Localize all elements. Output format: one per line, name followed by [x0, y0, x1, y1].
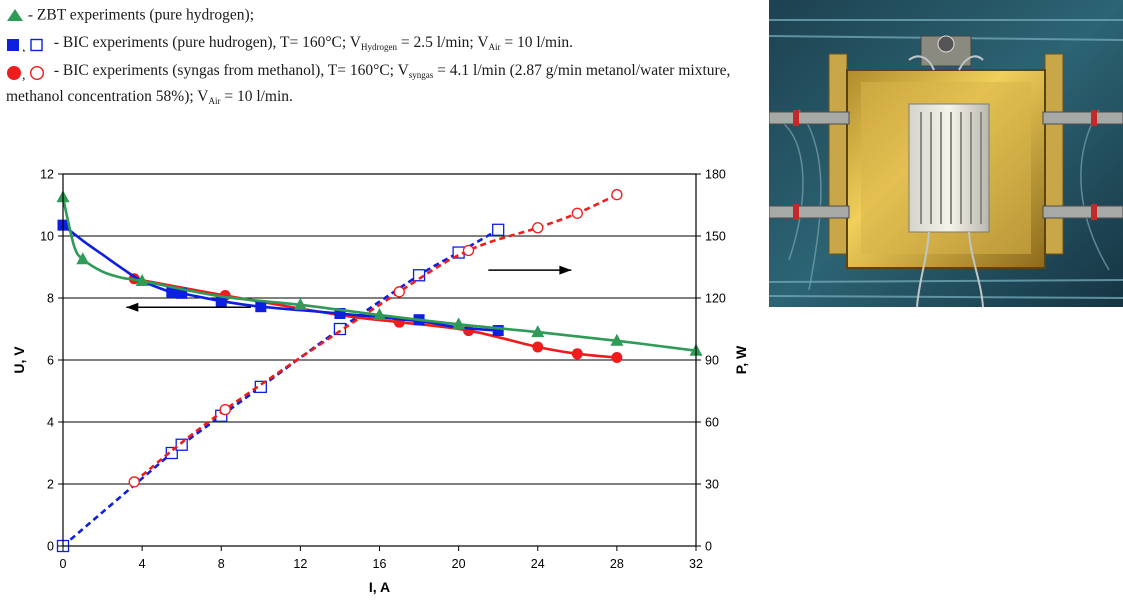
series-4 — [128, 189, 623, 488]
arrow-head-right — [559, 265, 572, 275]
data-point — [175, 438, 188, 451]
y-left-tick-label: 0 — [47, 540, 54, 554]
y-right-tick-label: 180 — [705, 168, 726, 182]
y-right-tick-label: 30 — [705, 478, 719, 492]
red-circle-icons: , — [7, 65, 45, 81]
y-right-axis-label: P, W — [733, 345, 749, 374]
data-point — [610, 333, 624, 346]
data-point — [215, 295, 227, 307]
y-right-tick-label: 0 — [705, 540, 712, 554]
series-3 — [56, 223, 505, 553]
x-tick-label: 28 — [610, 557, 624, 571]
data-point — [532, 341, 544, 353]
data-point — [611, 352, 623, 364]
data-point — [255, 301, 267, 313]
data-point — [531, 325, 545, 338]
series-line — [133, 193, 618, 483]
svg-text:,: , — [22, 40, 26, 52]
legend-label-zbt: - ZBT experiments (pure hydrogen); — [27, 6, 254, 24]
arrow-head-left — [126, 302, 139, 312]
data-point — [128, 476, 140, 488]
series-0 — [56, 190, 703, 356]
data-point — [334, 308, 346, 319]
y-left-tick-label: 4 — [47, 416, 54, 430]
x-tick-label: 0 — [60, 557, 67, 571]
y-left-tick-label: 12 — [40, 168, 54, 182]
series-layer — [56, 189, 703, 553]
y-right-tick-label: 90 — [705, 354, 719, 368]
data-point — [333, 322, 347, 336]
data-point — [393, 286, 405, 298]
legend-row-zbt: - ZBT experiments (pure hydrogen); — [6, 4, 766, 32]
data-point — [135, 273, 149, 286]
series-line — [62, 228, 499, 547]
y-right-tick-label: 120 — [705, 292, 726, 306]
x-tick-label: 8 — [218, 557, 225, 571]
uip-chart: 0 4 8 12 16 20 24 28 320246810120306090120150180… — [11, 168, 749, 596]
data-point — [571, 348, 583, 360]
data-point — [254, 380, 267, 394]
x-tick-label: 16 — [373, 557, 387, 571]
axis-layer: 0 4 8 12 16 20 24 28 320246810120306090120150180… — [11, 168, 749, 596]
data-point — [176, 287, 188, 299]
x-tick-label: 12 — [293, 557, 307, 571]
data-point — [492, 223, 505, 236]
blue-square-icons: , — [7, 38, 43, 52]
y-left-axis-label: U, V — [11, 346, 27, 374]
data-point — [611, 189, 623, 201]
y-left-tick-label: 2 — [47, 478, 54, 492]
x-tick-label: 20 — [452, 557, 466, 571]
svg-text:,: , — [22, 68, 26, 81]
green-triangle-icon — [7, 9, 23, 22]
data-point — [165, 446, 178, 460]
legend-row-bic-syngas: , - BIC experiments (syngas from methano… — [6, 60, 766, 112]
data-point — [373, 308, 386, 321]
legend-label-bic-hydrogen: - BIC experiments (pure hudrogen), T= 16… — [53, 34, 573, 52]
y-left-tick-label: 10 — [40, 230, 54, 244]
y-right-tick-label: 60 — [705, 416, 719, 430]
legend-label-bic-syngas: - BIC experiments (syngas from methanol)… — [6, 62, 731, 106]
data-point — [76, 252, 90, 265]
x-tick-label: 24 — [531, 557, 545, 571]
fuel-cell-stack-photo — [769, 0, 1123, 307]
data-point — [571, 207, 583, 219]
data-point — [219, 403, 231, 416]
x-tick-label: 4 — [139, 557, 146, 571]
data-point — [492, 325, 504, 337]
data-point — [462, 244, 475, 257]
legend: - ZBT experiments (pure hydrogen); , - B… — [6, 4, 766, 112]
grid-layer — [63, 173, 696, 485]
data-point — [452, 317, 466, 330]
data-point — [166, 286, 178, 298]
series-line — [61, 196, 697, 352]
y-left-tick-label: 8 — [47, 292, 54, 306]
legend-row-bic-hydrogen: , - BIC experiments (pure hudrogen), T= … — [6, 32, 766, 60]
y-right-tick-label: 150 — [705, 230, 726, 244]
data-point — [532, 222, 544, 234]
x-axis-label: I, A — [369, 579, 390, 595]
y-left-tick-label: 6 — [47, 354, 54, 368]
x-tick-label: 32 — [689, 557, 703, 571]
data-point — [293, 297, 307, 310]
data-point — [412, 269, 426, 282]
